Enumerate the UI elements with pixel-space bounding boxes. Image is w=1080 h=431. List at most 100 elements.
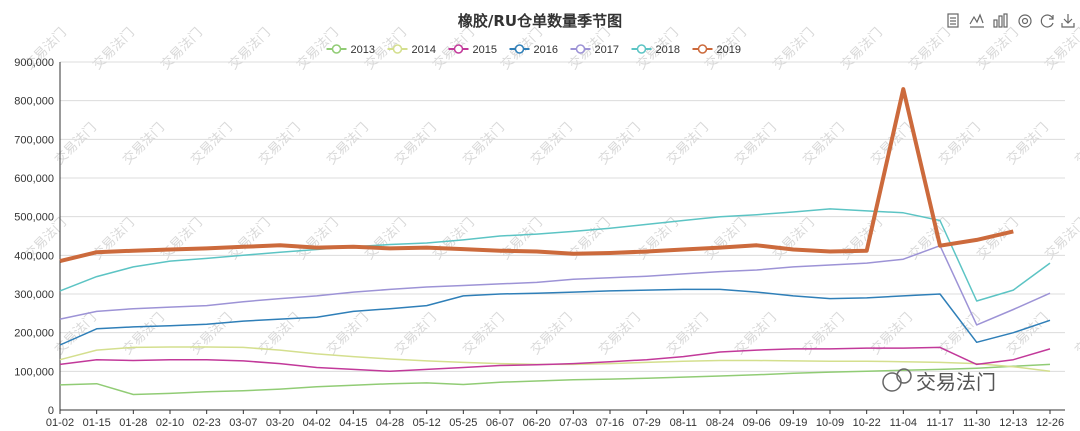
- y-tick-label: 200,000: [14, 328, 54, 340]
- watermark-text: 交易法门: [906, 25, 954, 73]
- watermark-text: 交易法门: [664, 310, 712, 358]
- y-tick-label: 500,000: [14, 212, 54, 224]
- legend-marker: [575, 44, 586, 54]
- brand-watermark: 交易法门: [882, 368, 996, 394]
- legend-item-2018[interactable]: 2018: [631, 44, 680, 56]
- y-axis: 0 100,000 200,000 300,000 400,000 500,000 600,…: [14, 57, 1065, 417]
- watermark-text: 交易法门: [324, 120, 372, 168]
- watermark-text: 交易法门: [324, 310, 372, 358]
- legend-label: 2013: [351, 44, 375, 56]
- x-tick-label: 01-02: [46, 417, 74, 429]
- x-tick-label: 01-15: [83, 417, 111, 429]
- chart-title: 橡胶/RU仓单数量季节图: [458, 12, 622, 30]
- x-tick-label: 04-15: [339, 417, 367, 429]
- series-line-2015: [59, 346, 1051, 373]
- x-tick-label: 02-23: [193, 417, 221, 429]
- watermark-text: 交易法门: [800, 310, 848, 358]
- watermark-text: 交易法门: [52, 120, 100, 168]
- watermark-text: 交易法门: [256, 120, 304, 168]
- x-tick-label: 08-24: [706, 417, 734, 429]
- watermark-text: 交易法门: [188, 310, 236, 358]
- watermark-text: 交易法门: [1072, 120, 1080, 168]
- watermark-text: 交易法门: [974, 25, 1022, 73]
- data-view-icon[interactable]: [947, 13, 959, 28]
- restore-icon[interactable]: [1018, 14, 1032, 28]
- y-tick-label: 300,000: [14, 289, 54, 301]
- x-tick-label: 07-03: [559, 417, 587, 429]
- y-tick-label: 700,000: [14, 134, 54, 146]
- watermark-text: 交易法门: [392, 120, 440, 168]
- refresh-icon[interactable]: [1040, 14, 1054, 28]
- x-tick-label: 08-11: [670, 417, 697, 429]
- x-tick-label: 10-09: [816, 417, 844, 429]
- watermark-text: 交易法门: [392, 310, 440, 358]
- watermark-text: 交易法门: [120, 310, 168, 358]
- x-tick-label: 09-19: [779, 417, 807, 429]
- x-tick-label: 11-30: [963, 417, 990, 429]
- legend-item-2016[interactable]: 2016: [509, 44, 558, 56]
- y-tick-label: 600,000: [14, 173, 54, 185]
- watermark-text: 交易法门: [1004, 120, 1052, 168]
- brand-text: 交易法门: [916, 370, 996, 394]
- legend-marker: [697, 44, 708, 54]
- watermark-text: 交易法门: [936, 120, 984, 168]
- watermark-text: 交易法门: [936, 310, 984, 358]
- series-line-2019: [59, 87, 1014, 264]
- toolbar: [947, 13, 1075, 28]
- watermark-text: 交易法门: [528, 120, 576, 168]
- watermark-text: 交易法门: [800, 120, 848, 168]
- legend-marker: [514, 44, 525, 54]
- x-tick-label: 10-22: [853, 417, 881, 429]
- x-tick-label: 07-16: [596, 417, 624, 429]
- x-tick-label: 11-17: [926, 417, 953, 429]
- watermark-text: 交易法门: [226, 25, 274, 73]
- legend-marker: [392, 44, 403, 54]
- x-tick-label: 03-07: [229, 417, 257, 429]
- legend-label: 2014: [412, 44, 436, 56]
- legend-item-2019[interactable]: 2019: [692, 44, 741, 56]
- watermark-text: 交易法门: [868, 310, 916, 358]
- legend-label: 2017: [595, 44, 619, 56]
- legend-item-2017[interactable]: 2017: [570, 44, 619, 56]
- legend-marker: [636, 44, 647, 54]
- watermark-text: 交易法门: [158, 25, 206, 73]
- watermark-text: 交易法门: [188, 120, 236, 168]
- download-icon[interactable]: [1061, 14, 1075, 28]
- x-tick-label: 05-12: [413, 417, 441, 429]
- bar-chart-icon[interactable]: [993, 13, 1008, 28]
- x-tick-label: 01-28: [119, 417, 147, 429]
- watermark-text: 交易法门: [528, 310, 576, 358]
- x-axis: 01-02 01-15 01-28 02-10 02-23 03-07 03-20 04-02…: [46, 410, 1064, 429]
- series-lines: [59, 87, 1051, 396]
- watermark-text: 交易法门: [596, 120, 644, 168]
- legend-label: 2015: [473, 44, 497, 56]
- grid-lines: [60, 61, 1065, 411]
- legend-label: 2016: [534, 44, 558, 56]
- x-tick-label: 04-28: [376, 417, 404, 429]
- x-tick-label: 12-13: [999, 417, 1027, 429]
- watermark-text: 交易法门: [770, 25, 818, 73]
- legend-item-2015[interactable]: 2015: [448, 44, 497, 56]
- series-line-2013: [59, 363, 1051, 396]
- x-tick-label: 11-04: [890, 417, 917, 429]
- legend-marker: [453, 44, 464, 54]
- line-chart-icon[interactable]: [969, 13, 984, 28]
- legend-item-2014[interactable]: 2014: [387, 44, 436, 56]
- watermark-text: 交易法门: [460, 120, 508, 168]
- watermark-text: 交易法门: [460, 310, 508, 358]
- legend-label: 2018: [656, 44, 680, 56]
- x-tick-label: 04-02: [303, 417, 331, 429]
- chat-bubble-icon: [882, 372, 902, 392]
- legend-item-2013[interactable]: 2013: [326, 44, 375, 56]
- watermark-text: 交易法门: [90, 25, 138, 73]
- x-tick-label: 06-07: [486, 417, 514, 429]
- y-tick-label: 0: [48, 405, 54, 417]
- series-line-2016: [59, 288, 1051, 346]
- legend: 2013 2014 2015 2016 2017 2018 2019: [326, 44, 741, 56]
- x-tick-label: 02-10: [156, 417, 184, 429]
- series-line-2018: [59, 208, 1051, 302]
- x-tick-label: 09-06: [743, 417, 771, 429]
- y-tick-label: 100,000: [14, 366, 54, 378]
- series-line-2017: [59, 244, 1051, 326]
